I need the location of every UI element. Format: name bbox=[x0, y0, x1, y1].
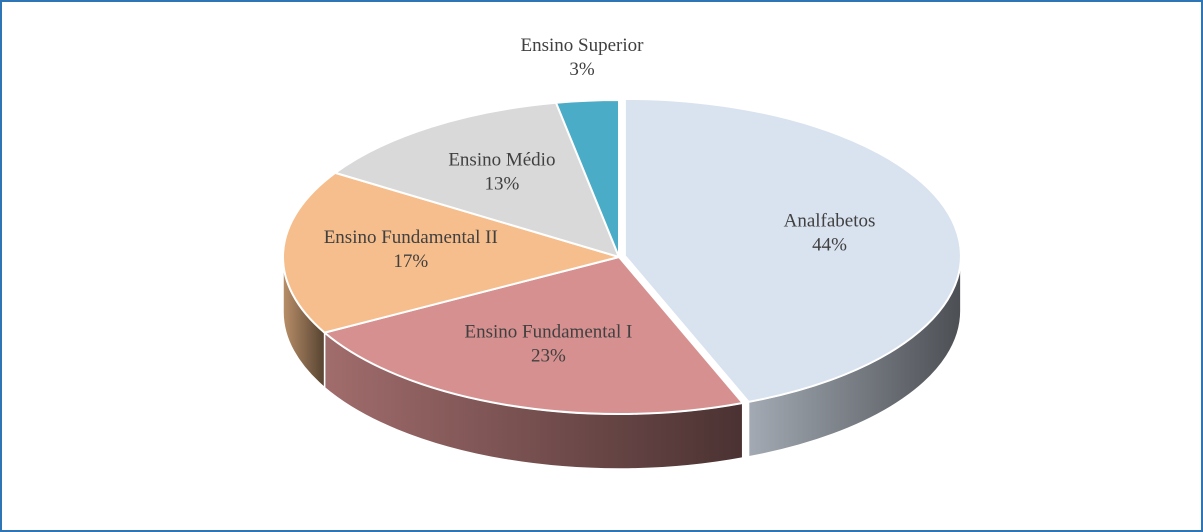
label-value: 13% bbox=[484, 173, 519, 194]
pie-slice bbox=[282, 171, 623, 334]
data-label: Ensino Médio 13% bbox=[448, 149, 555, 194]
pie-slice bbox=[623, 97, 962, 403]
data-label: Analfabetos 44% bbox=[784, 211, 876, 256]
label-name: Ensino Médio bbox=[448, 149, 555, 170]
label-name: Ensino Fundamental I bbox=[465, 322, 633, 343]
data-label: Ensino Superior 3% bbox=[521, 35, 645, 80]
label-value: 23% bbox=[531, 346, 566, 367]
pie-slice bbox=[322, 255, 745, 415]
label-name: Ensino Superior bbox=[521, 35, 645, 56]
label-value: 44% bbox=[812, 235, 847, 256]
pie-slice bbox=[333, 101, 621, 259]
data-label: Ensino Fundamental I 23% bbox=[465, 322, 633, 367]
label-value: 3% bbox=[569, 59, 595, 80]
label-value: 17% bbox=[393, 251, 428, 272]
data-label: Ensino Fundamental II 17% bbox=[324, 227, 498, 272]
label-name: Ensino Fundamental II bbox=[324, 227, 498, 248]
label-name: Analfabetos bbox=[784, 211, 876, 232]
pie-slice bbox=[554, 98, 620, 258]
